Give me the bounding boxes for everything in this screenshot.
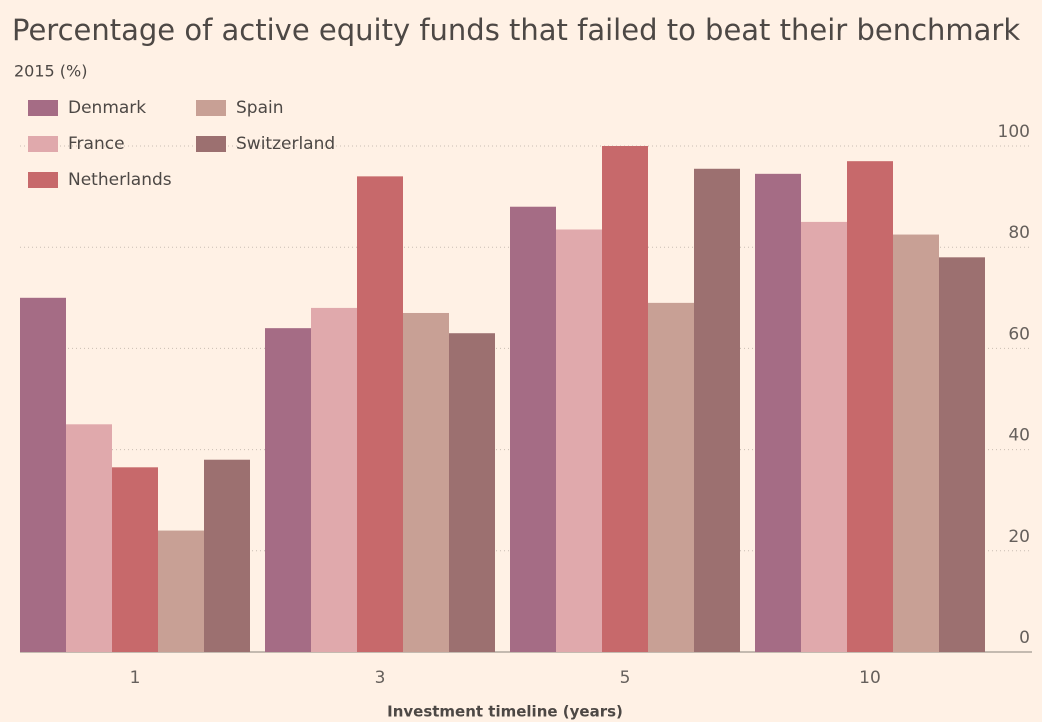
bar — [801, 221, 847, 652]
chart-title: Percentage of active equity funds that f… — [12, 13, 1020, 47]
legend-label: Denmark — [68, 98, 146, 118]
y-tick-label: 60 — [1008, 324, 1030, 344]
bar — [204, 459, 250, 652]
bar — [449, 333, 495, 652]
bar — [158, 530, 204, 652]
y-tick-label: 20 — [1008, 527, 1030, 547]
x-axis-label: Investment timeline (years) — [387, 703, 623, 721]
bar — [694, 168, 740, 652]
x-tick-label: 3 — [375, 668, 386, 688]
legend-swatch — [196, 136, 226, 152]
bar — [66, 424, 112, 652]
x-tick-label: 5 — [620, 668, 631, 688]
bar — [112, 467, 158, 652]
legend-swatch — [28, 172, 58, 188]
y-tick-label: 40 — [1008, 426, 1030, 446]
bar — [939, 257, 985, 652]
bar — [893, 234, 939, 653]
legend-label: Netherlands — [68, 170, 172, 190]
bar — [265, 328, 311, 652]
y-tick-label: 0 — [1019, 628, 1030, 648]
x-tick-label: 10 — [859, 668, 881, 688]
legend-swatch — [28, 100, 58, 116]
bar — [357, 176, 403, 653]
bar — [602, 146, 648, 652]
legend-swatch — [196, 100, 226, 116]
bar — [403, 312, 449, 652]
bar — [311, 307, 357, 652]
y-tick-label: 100 — [998, 122, 1030, 142]
legend-swatch — [28, 136, 58, 152]
legend-label: France — [68, 134, 125, 154]
bar — [20, 297, 66, 652]
bar — [510, 206, 556, 652]
bar — [648, 302, 694, 652]
bar — [847, 161, 893, 652]
x-tick-label: 1 — [130, 668, 141, 688]
y-tick-label: 80 — [1008, 223, 1030, 243]
bar — [556, 229, 602, 653]
bar — [755, 173, 801, 652]
chart-subtitle: 2015 (%) — [14, 62, 88, 81]
legend-label: Spain — [236, 98, 284, 118]
legend-label: Switzerland — [236, 134, 335, 154]
